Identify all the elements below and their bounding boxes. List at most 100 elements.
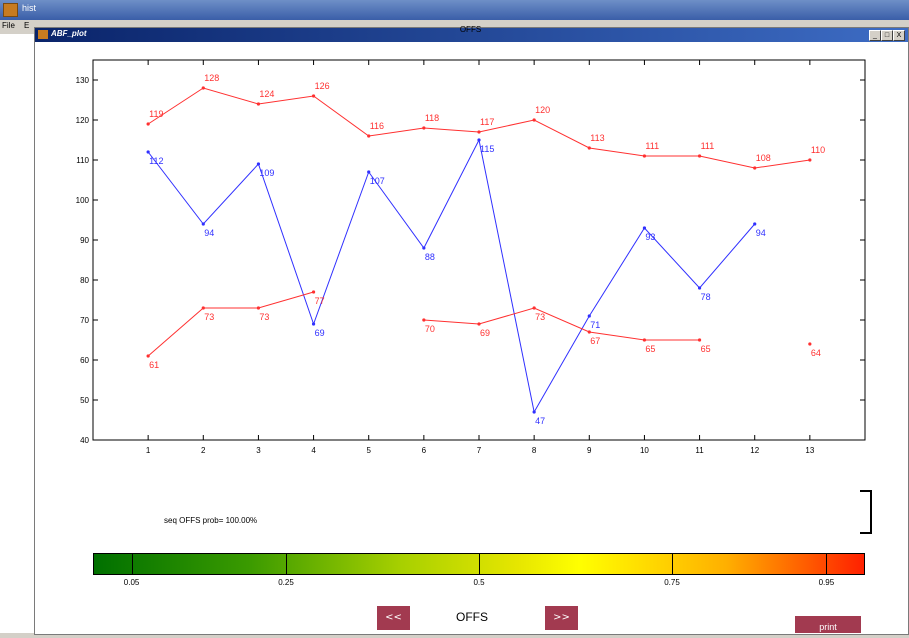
probability-colorbar — [93, 553, 865, 575]
y-tick-label: 90 — [80, 236, 89, 245]
data-label: 67 — [590, 336, 600, 346]
data-label: 70 — [425, 324, 435, 334]
series-line — [147, 138, 756, 414]
data-label: 112 — [149, 156, 163, 166]
data-label: 116 — [370, 121, 384, 131]
previous-button[interactable]: << — [377, 606, 410, 630]
data-point — [311, 290, 316, 294]
data-label: 47 — [535, 416, 545, 426]
data-label: 126 — [315, 81, 330, 91]
next-button[interactable]: >> — [545, 606, 578, 630]
data-label: 113 — [590, 133, 604, 143]
colorbar-tick-label: 0.5 — [473, 578, 485, 587]
data-point — [587, 330, 591, 334]
data-point — [587, 314, 591, 318]
x-tick-label: 2 — [201, 446, 206, 455]
outer-titlebar: hist — [0, 0, 909, 20]
data-point — [256, 306, 261, 310]
data-point — [146, 150, 150, 154]
colorbar-tick-label: 0.95 — [818, 578, 835, 587]
data-label: 110 — [811, 145, 825, 155]
data-label: 93 — [645, 232, 655, 242]
y-tick-label: 80 — [80, 276, 89, 285]
data-point — [808, 158, 812, 162]
data-label: 73 — [535, 312, 545, 322]
data-label: 94 — [756, 228, 766, 238]
data-point — [642, 226, 647, 230]
data-point — [201, 222, 205, 226]
data-label: 73 — [259, 312, 269, 322]
y-tick-label: 100 — [76, 196, 90, 205]
close-button[interactable]: X — [893, 30, 905, 41]
y-tick-label: 130 — [76, 76, 90, 85]
data-point — [367, 134, 371, 138]
colorbar-tick — [131, 554, 133, 574]
data-point — [422, 126, 426, 130]
x-tick-label: 5 — [366, 446, 371, 455]
data-label: 61 — [149, 360, 159, 370]
data-label: 69 — [315, 328, 325, 338]
x-tick-label: 9 — [587, 446, 592, 455]
minimize-button[interactable]: _ — [869, 30, 881, 41]
data-label: 65 — [701, 344, 711, 354]
data-label: 111 — [701, 141, 715, 151]
data-label: 88 — [425, 252, 435, 262]
colorbar-tick — [672, 554, 673, 574]
data-point — [697, 286, 702, 290]
data-point — [532, 118, 536, 122]
data-label: 108 — [756, 153, 771, 163]
series-line — [147, 291, 314, 357]
data-point — [256, 162, 261, 166]
window-icon — [38, 30, 48, 39]
probability-status: seq OFFS prob= 100.00% — [164, 516, 258, 525]
data-label: 107 — [370, 176, 385, 186]
outer-window-title: hist — [22, 3, 37, 13]
data-point — [587, 146, 591, 150]
data-point — [697, 154, 702, 158]
bracket-mark — [860, 490, 872, 534]
data-point — [532, 306, 536, 310]
x-tick-label: 12 — [750, 446, 759, 455]
data-point — [697, 338, 702, 342]
current-sequence-label: OFFS — [456, 610, 488, 624]
data-point — [367, 170, 371, 174]
data-label: 118 — [425, 113, 439, 123]
maximize-button[interactable]: □ — [881, 30, 893, 41]
colorbar-tick — [479, 554, 480, 574]
y-tick-label: 60 — [80, 356, 89, 365]
data-point — [422, 246, 426, 250]
data-point — [201, 86, 205, 90]
data-label: 128 — [204, 73, 219, 83]
x-tick-label: 10 — [640, 446, 649, 455]
data-point — [532, 410, 536, 414]
data-label: 78 — [701, 292, 711, 302]
data-point — [256, 102, 261, 106]
y-tick-label: 120 — [76, 116, 90, 125]
data-label: 71 — [590, 320, 600, 330]
data-point — [311, 322, 316, 326]
data-label: 94 — [204, 228, 214, 238]
chart-title: OFFS — [459, 25, 482, 34]
data-label: 65 — [645, 344, 655, 354]
data-point — [477, 322, 481, 326]
data-point — [642, 154, 647, 158]
x-tick-label: 1 — [146, 446, 151, 455]
print-button[interactable]: print — [795, 616, 861, 633]
y-tick-label: 70 — [80, 316, 89, 325]
data-point — [201, 306, 205, 310]
y-tick-label: 50 — [80, 396, 89, 405]
x-tick-label: 13 — [805, 446, 814, 455]
plot-window-titlebar: ABF_plot _ □ X — [35, 28, 908, 42]
data-label: 120 — [535, 105, 550, 115]
x-tick-label: 11 — [695, 446, 704, 455]
menu-file[interactable]: File — [2, 21, 15, 30]
menu-edit[interactable]: E — [24, 21, 30, 30]
data-point — [311, 94, 316, 98]
data-label: 117 — [480, 117, 494, 127]
data-label: 109 — [259, 168, 274, 178]
data-point — [422, 318, 426, 322]
data-point — [146, 122, 150, 126]
x-tick-label: 7 — [477, 446, 482, 455]
data-point — [753, 222, 757, 226]
